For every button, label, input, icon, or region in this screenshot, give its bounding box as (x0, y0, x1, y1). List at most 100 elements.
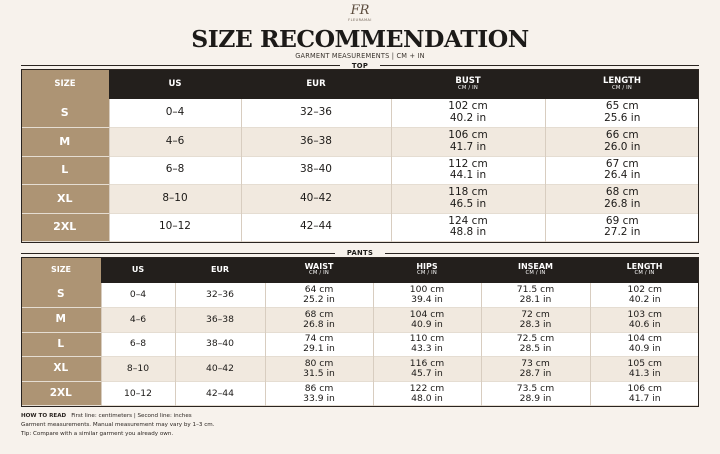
waist-cell: 80 cm 31.5 in (264, 356, 373, 382)
size-label: L (21, 156, 109, 185)
table-row: M 4–6 36–38 106 cm 41.7 in 66 cm 26.0 in (21, 127, 699, 156)
eur-size-cell: 32–36 (174, 283, 265, 308)
brand-monogram: FR (350, 3, 370, 18)
bust-cell: 124 cm 48.8 in (390, 213, 545, 242)
top-col-bust: BUST CM / IN (391, 69, 545, 99)
brand-logo: FR FLEURAMAI (341, 3, 379, 23)
top-col-eur: EUR (241, 69, 391, 99)
hips-cell: 110 cm 43.3 in (372, 332, 481, 357)
inseam-cell: 71.5 cm 28.1 in (480, 283, 590, 308)
table-row: S 0–4 32–36 64 cm 25.2 in 100 cm 39.4 in 7… (21, 283, 699, 308)
size-label: 2XL (21, 213, 109, 242)
inseam-cell: 73.5 cm 28.9 in (480, 381, 590, 406)
size-label: S (21, 99, 109, 128)
length-cell: 68 cm 26.8 in (544, 184, 699, 213)
top-section-label: TOP (340, 62, 380, 70)
bust-cell: 106 cm 41.7 in (390, 127, 545, 156)
eur-size-cell: 40–42 (174, 356, 265, 382)
table-row: 2XL 10–12 42–44 86 cm 33.9 in 122 cm 48.0 … (21, 381, 699, 406)
inseam-cell: 73 cm 28.7 in (480, 356, 590, 382)
length-cell: 104 cm 40.9 in (589, 332, 699, 357)
size-label: M (21, 307, 101, 333)
how-to-read-line: HOW TO READ First line: centimeters | Sec… (21, 413, 192, 419)
table-row: XL 8–10 40–42 80 cm 31.5 in 116 cm 45.7 in… (21, 356, 699, 382)
hips-cell: 100 cm 39.4 in (372, 283, 481, 308)
us-size-cell: 0–4 (100, 283, 175, 308)
length-cell: 106 cm 41.7 in (589, 381, 699, 406)
table-row: 2XL 10–12 42–44 124 cm 48.8 in 69 cm 27.2 … (21, 213, 699, 242)
eur-size-cell: 36–38 (240, 127, 391, 156)
eur-size-cell: 36–38 (174, 307, 265, 333)
pants-col-us: US (101, 257, 175, 283)
waist-cell: 86 cm 33.9 in (264, 381, 373, 406)
length-cell: 69 cm 27.2 in (544, 213, 699, 242)
pants-size-table: SIZE US EUR WAIST CM / IN HIPS CM / IN INS… (21, 257, 699, 406)
size-label: 2XL (21, 381, 101, 406)
pants-col-inseam: INSEAM CM / IN (481, 257, 590, 283)
size-label: XL (21, 356, 101, 382)
pants-col-length: LENGTH CM / IN (590, 257, 699, 283)
size-label: S (21, 283, 101, 308)
hips-cell: 104 cm 40.9 in (372, 307, 481, 333)
length-cell: 102 cm 40.2 in (589, 283, 699, 308)
eur-size-cell: 42–44 (240, 213, 391, 242)
measurement-note: Garment measurements. Manual measurement… (21, 422, 215, 428)
waist-cell: 74 cm 29.1 in (264, 332, 373, 357)
length-cell: 65 cm 25.6 in (544, 99, 699, 128)
bust-cell: 102 cm 40.2 in (390, 99, 545, 128)
pants-col-hips: HIPS CM / IN (373, 257, 481, 283)
eur-size-cell: 38–40 (240, 156, 391, 185)
table-row: M 4–6 36–38 68 cm 26.8 in 104 cm 40.9 in 7… (21, 307, 699, 333)
us-size-cell: 10–12 (100, 381, 175, 406)
table-row: L 6–8 38–40 74 cm 29.1 in 110 cm 43.3 in 7… (21, 332, 699, 357)
eur-size-cell: 38–40 (174, 332, 265, 357)
eur-size-cell: 42–44 (174, 381, 265, 406)
tip-text: Tip: Compare with a similar garment you … (21, 431, 174, 437)
pants-col-size: SIZE (21, 257, 101, 283)
top-header-row: SIZE US EUR BUST CM / IN LENGTH CM / IN (21, 69, 699, 99)
length-cell: 105 cm 41.3 in (589, 356, 699, 382)
inseam-cell: 72 cm 28.3 in (480, 307, 590, 333)
us-size-cell: 10–12 (108, 213, 241, 242)
waist-cell: 64 cm 25.2 in (264, 283, 373, 308)
eur-size-cell: 40–42 (240, 184, 391, 213)
us-size-cell: 8–10 (108, 184, 241, 213)
us-size-cell: 4–6 (108, 127, 241, 156)
us-size-cell: 6–8 (100, 332, 175, 357)
bust-cell: 112 cm 44.1 in (390, 156, 545, 185)
us-size-cell: 8–10 (100, 356, 175, 382)
hips-cell: 116 cm 45.7 in (372, 356, 481, 382)
us-size-cell: 6–8 (108, 156, 241, 185)
page-title: SIZE RECOMMENDATION (191, 25, 529, 53)
length-cell: 67 cm 26.4 in (544, 156, 699, 185)
pants-table-frame (21, 257, 699, 407)
us-size-cell: 0–4 (108, 99, 241, 128)
table-row: XL 8–10 40–42 118 cm 46.5 in 68 cm 26.8 in (21, 184, 699, 213)
pants-header-row: SIZE US EUR WAIST CM / IN HIPS CM / IN INS… (21, 257, 699, 283)
size-label: L (21, 332, 101, 357)
top-table-frame (21, 69, 699, 243)
pants-section-label: PANTS (335, 249, 385, 257)
length-cell: 66 cm 26.0 in (544, 127, 699, 156)
pants-col-waist: WAIST CM / IN (265, 257, 373, 283)
how-to-read-text: First line: centimeters | Second line: i… (71, 413, 192, 419)
table-row: L 6–8 38–40 112 cm 44.1 in 67 cm 26.4 in (21, 156, 699, 185)
size-label: M (21, 127, 109, 156)
top-size-table: SIZE US EUR BUST CM / IN LENGTH CM / IN S … (21, 69, 699, 242)
brand-name: FLEURAMAI (348, 18, 372, 22)
size-label: XL (21, 184, 109, 213)
eur-size-cell: 32–36 (240, 99, 391, 128)
us-size-cell: 4–6 (100, 307, 175, 333)
page-subtitle: GARMENT MEASUREMENTS | CM + IN (295, 52, 425, 60)
table-row: S 0–4 32–36 102 cm 40.2 in 65 cm 25.6 in (21, 99, 699, 128)
bust-cell: 118 cm 46.5 in (390, 184, 545, 213)
length-cell: 103 cm 40.6 in (589, 307, 699, 333)
waist-cell: 68 cm 26.8 in (264, 307, 373, 333)
top-col-size: SIZE (21, 69, 109, 99)
pants-col-eur: EUR (175, 257, 265, 283)
hips-cell: 122 cm 48.0 in (372, 381, 481, 406)
top-col-length: LENGTH CM / IN (545, 69, 699, 99)
inseam-cell: 72.5 cm 28.5 in (480, 332, 590, 357)
how-to-read-label: HOW TO READ (21, 413, 67, 419)
top-col-us: US (109, 69, 241, 99)
